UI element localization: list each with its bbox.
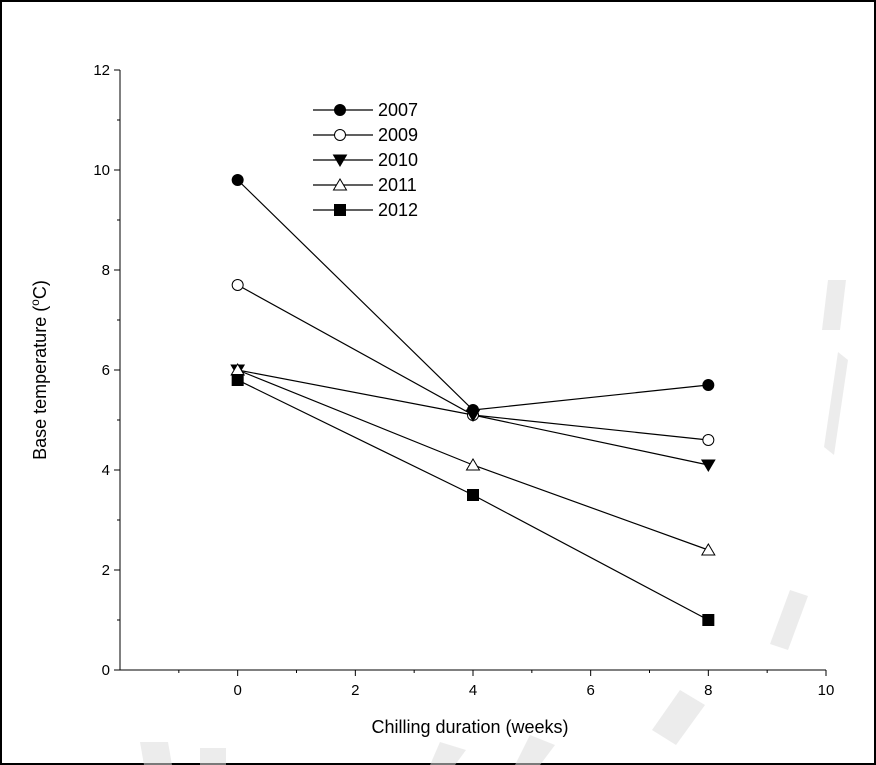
y-tick-label: 8: [102, 262, 110, 279]
y-tick-label: 10: [93, 162, 110, 179]
x-tick-label: 6: [586, 682, 594, 699]
y-tick-label: 4: [102, 462, 110, 479]
legend-label-2009: 2009: [378, 125, 418, 145]
data-point-2010: [465, 409, 481, 422]
data-point-2009: [702, 434, 715, 446]
y-tick-label: 12: [93, 62, 110, 79]
legend-label-2007: 2007: [378, 100, 418, 120]
legend: 2007 2009 2010 2011 2012: [313, 100, 418, 220]
legend-label-2012: 2012: [378, 200, 418, 220]
data-point-2011: [700, 543, 716, 556]
x-tick-label: 8: [704, 682, 712, 699]
series-lines: [237, 179, 709, 621]
x-tick-label: 10: [818, 682, 835, 699]
x-tick-label: 2: [351, 682, 359, 699]
legend-label-2010: 2010: [378, 150, 418, 170]
axes: [119, 70, 826, 671]
series-line-2007: [237, 179, 709, 411]
y-axis-label: Base temperature (oC): [28, 280, 50, 460]
x-axis-label: Chilling duration (weeks): [371, 717, 568, 737]
legend-marker-2009: [334, 129, 346, 141]
data-point-2012: [702, 614, 715, 626]
x-tick-label: 4: [469, 682, 477, 699]
y-axis-label-main: Base temperature (: [30, 306, 50, 460]
data-point-2007: [231, 174, 244, 186]
data-point-2007: [702, 379, 715, 391]
data-point-2012: [231, 374, 244, 386]
y-tick-label: 6: [102, 362, 110, 379]
y-tick-label: 0: [102, 662, 110, 679]
y-axis-label-superscript: o: [28, 299, 42, 306]
x-tick-label: 0: [233, 682, 241, 699]
legend-marker-2010: [332, 154, 348, 167]
watermark: [140, 280, 848, 765]
legend-marker-2012: [334, 204, 346, 216]
series-markers: [230, 174, 716, 626]
data-point-2011: [465, 458, 481, 471]
legend-marker-2011: [332, 178, 348, 191]
legend-marker-2007: [334, 104, 346, 116]
legend-label-2011: 2011: [378, 175, 417, 195]
y-tick-label: 2: [102, 562, 110, 579]
ticks: 0 2 4 6 8 10 12 0 2 4 6 8 10: [93, 62, 834, 699]
data-point-2012: [467, 489, 479, 501]
data-point-2009: [231, 279, 244, 291]
y-axis-label-unit: C): [30, 280, 50, 299]
data-point-2010: [700, 459, 716, 472]
